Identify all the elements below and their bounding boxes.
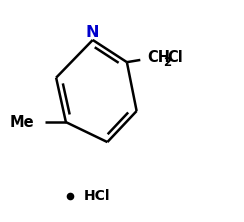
Text: Cl: Cl [168, 50, 183, 65]
Text: 2: 2 [163, 56, 172, 69]
Text: Me: Me [10, 115, 34, 130]
Text: HCl: HCl [84, 189, 111, 204]
Text: N: N [86, 25, 100, 40]
Text: CH: CH [148, 50, 171, 65]
